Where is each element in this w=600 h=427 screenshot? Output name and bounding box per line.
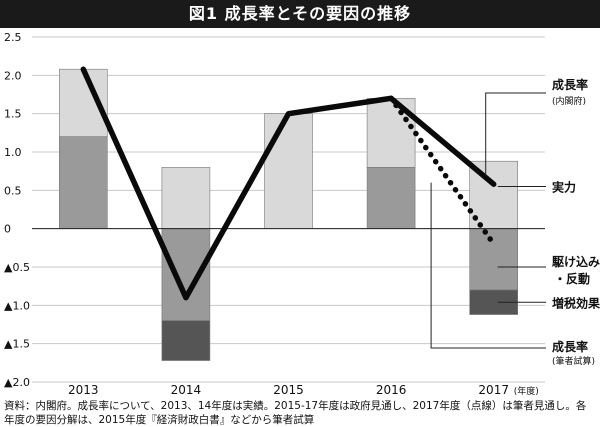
bar-segment [469, 228, 519, 291]
bar-segment [366, 167, 416, 229]
x-tick-label: 2015 [273, 383, 304, 397]
component-label: 実力 [552, 180, 576, 195]
chart-title: 図1 成長率とその要因の推移 [0, 0, 600, 28]
y-tick-label: 0 [4, 223, 11, 236]
series-label: 成長率 [552, 77, 588, 92]
x-tick-label: 2017 [478, 383, 509, 397]
bar-segment [161, 320, 211, 361]
source-note: 資料：内閣府。成長率について、2013、14年度は実績。2015-17年度は政府… [4, 400, 587, 426]
series-lines [80, 66, 497, 301]
y-tick-label: ▲2.0 [4, 376, 30, 389]
x-axis: 2013 2014 2015 2016 2017 (年度) [68, 383, 539, 397]
bar-segment [58, 136, 108, 229]
y-tick-label: 1.5 [4, 108, 22, 121]
y-axis: 2.5 2.0 1.5 1.0 0.5 0 ▲0.5 ▲1.0 ▲1.5 ▲2.0 [4, 31, 30, 389]
x-tick-label: 2016 [376, 383, 407, 397]
component-label: 駆け込み [552, 254, 600, 269]
series-label: (筆者試算) [552, 355, 595, 367]
bar-segment [264, 113, 313, 229]
y-tick-label: 2.0 [4, 69, 22, 82]
chart-canvas: 2.52.01.51.00.50▲0.5▲1.0▲1.5▲2.0 2013 201… [4, 31, 600, 397]
x-tick-label: 2013 [68, 383, 99, 397]
bar-segment [161, 167, 211, 229]
series-line-cabinet [80, 66, 497, 301]
component-label: 増税効果 [552, 295, 600, 310]
x-tick-label: 2014 [171, 383, 202, 397]
series-label: (内閣府) [552, 95, 586, 107]
bar-segment [161, 228, 211, 321]
bar-segment [366, 98, 416, 168]
y-tick-label: ▲0.5 [4, 261, 30, 274]
y-tick-label: ▲1.0 [4, 299, 30, 312]
series-line-estimate [388, 95, 497, 247]
y-tick-label: 1.0 [4, 146, 22, 159]
callout-line [485, 92, 546, 177]
y-tick-label: ▲1.5 [4, 338, 30, 351]
component-label: ・反動 [554, 271, 590, 286]
x-unit-label: (年度) [514, 385, 539, 397]
series-label: 成長率 [552, 339, 588, 354]
callout-line [430, 182, 546, 349]
y-tick-label: 2.5 [4, 31, 22, 44]
y-tick-label: 0.5 [4, 184, 22, 197]
